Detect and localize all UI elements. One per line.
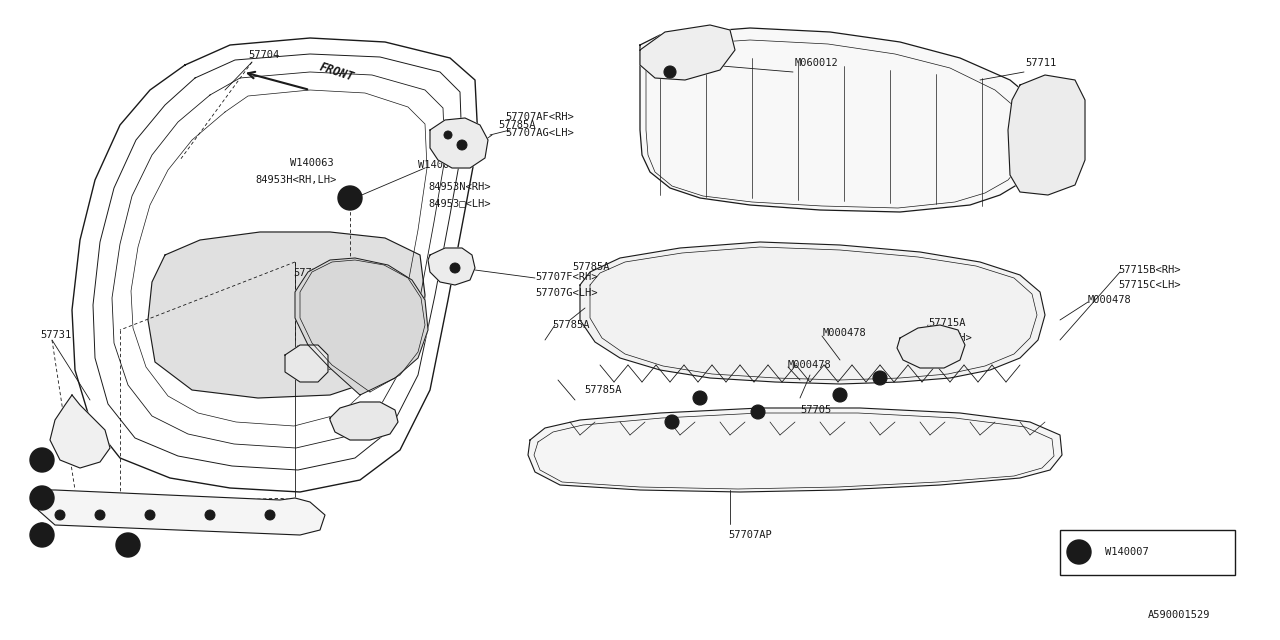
Text: W140063: W140063 [291,158,334,168]
Text: 57734: 57734 [293,268,324,278]
Circle shape [1068,540,1091,564]
Polygon shape [294,258,428,395]
Text: 57785A: 57785A [498,120,535,130]
Text: 57707G<LH>: 57707G<LH> [535,288,598,298]
Circle shape [265,510,275,520]
Text: 84953□<LH>: 84953□<LH> [294,360,357,370]
Text: M060012: M060012 [795,58,838,68]
Text: M000478: M000478 [788,360,832,370]
Text: <RH,LH>: <RH,LH> [928,333,972,343]
Text: 1: 1 [125,541,131,550]
Polygon shape [330,402,398,440]
Text: A590001529: A590001529 [1147,610,1210,620]
Circle shape [451,263,460,273]
Polygon shape [38,490,325,535]
Polygon shape [897,325,965,368]
Text: FRONT: FRONT [317,60,356,84]
Text: 57785A: 57785A [572,262,609,272]
Text: 57785A: 57785A [552,320,590,330]
Circle shape [457,140,467,150]
Polygon shape [1009,75,1085,195]
Circle shape [833,388,847,402]
Circle shape [29,523,54,547]
Text: W140007: W140007 [1105,547,1148,557]
Text: 1: 1 [347,193,352,202]
Text: 57715B<RH>: 57715B<RH> [1117,265,1180,275]
Circle shape [338,186,362,210]
Bar [1060,530,1235,575]
Text: 84953N<RH>: 84953N<RH> [294,345,357,355]
Text: 1: 1 [40,493,45,502]
Circle shape [666,415,678,429]
Circle shape [37,487,47,497]
Circle shape [29,486,54,510]
Text: 57704: 57704 [248,50,279,60]
Text: 57785A: 57785A [584,385,622,395]
Text: M000478: M000478 [905,353,948,363]
Text: 1: 1 [40,531,45,540]
Text: 1: 1 [40,456,45,465]
Circle shape [664,66,676,78]
Text: 57707AF<RH>: 57707AF<RH> [506,112,573,122]
Text: 57715C<LH>: 57715C<LH> [1117,280,1180,290]
Polygon shape [50,395,110,468]
Text: 84953H<RH,LH>: 84953H<RH,LH> [255,175,337,185]
Text: 57715A: 57715A [928,318,965,328]
Polygon shape [148,232,425,398]
Text: 57707F<RH>: 57707F<RH> [535,272,598,282]
Circle shape [873,371,887,385]
Polygon shape [430,118,488,168]
Circle shape [37,523,47,533]
Text: 57711: 57711 [1025,58,1056,68]
Circle shape [95,510,105,520]
Polygon shape [640,28,1050,212]
Circle shape [37,450,47,460]
Text: 84953N<RH>: 84953N<RH> [428,182,490,192]
Circle shape [343,191,357,205]
Circle shape [55,510,65,520]
Text: 57731: 57731 [40,330,72,340]
Polygon shape [285,345,328,382]
Circle shape [145,510,155,520]
Circle shape [205,510,215,520]
Text: M000478: M000478 [823,328,867,338]
Polygon shape [428,248,475,285]
Text: 84953□<LH>: 84953□<LH> [428,198,490,208]
Polygon shape [529,408,1062,492]
Text: 1: 1 [1076,547,1082,557]
Circle shape [751,405,765,419]
Text: M000478: M000478 [1088,295,1132,305]
Text: 57707AG<LH>: 57707AG<LH> [506,128,573,138]
Text: 57705: 57705 [800,405,831,415]
Circle shape [29,448,54,472]
Polygon shape [580,242,1044,384]
Circle shape [116,533,140,557]
Polygon shape [640,25,735,80]
Circle shape [444,131,452,139]
Text: W140063: W140063 [419,160,462,170]
Text: 57707AP: 57707AP [728,530,772,540]
Circle shape [692,391,707,405]
